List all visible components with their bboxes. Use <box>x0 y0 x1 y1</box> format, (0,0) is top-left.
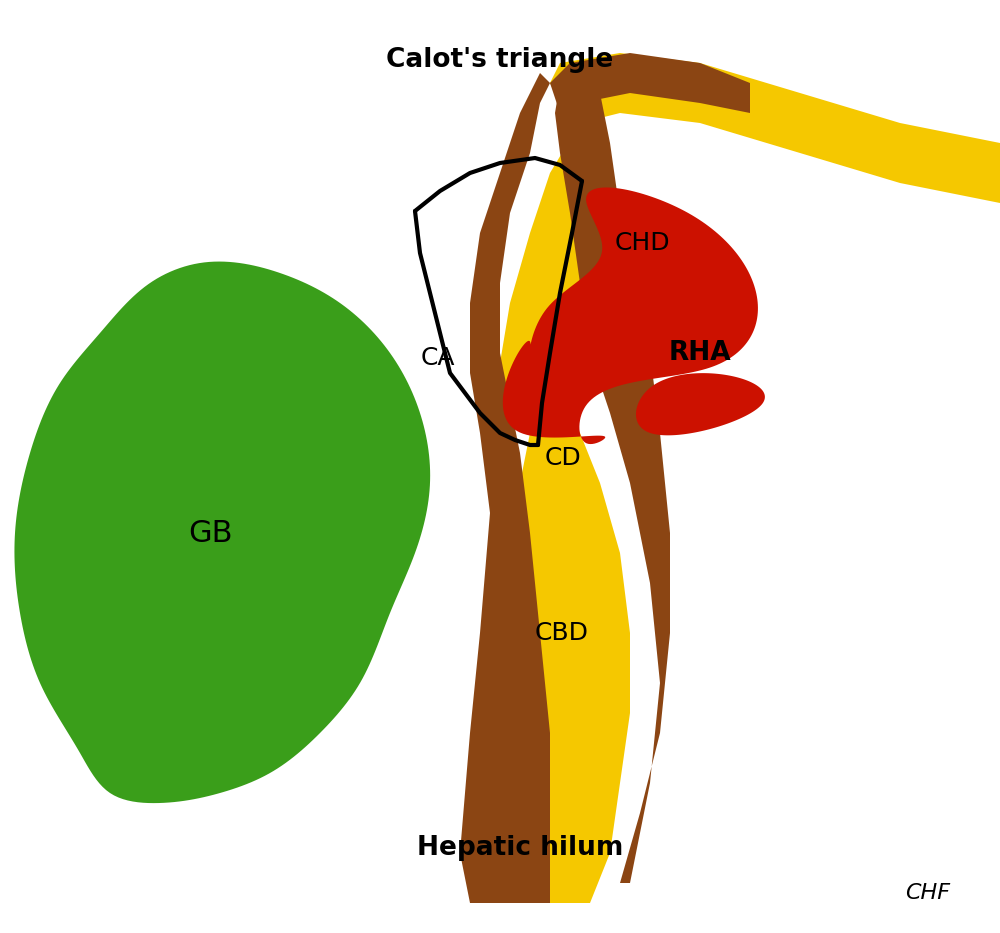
Polygon shape <box>636 373 765 436</box>
Text: CD: CD <box>545 446 582 470</box>
Polygon shape <box>555 73 670 883</box>
Text: CBD: CBD <box>535 621 589 645</box>
Polygon shape <box>460 413 630 903</box>
Text: GB: GB <box>188 519 232 548</box>
Text: Calot's triangle: Calot's triangle <box>386 47 614 73</box>
Text: Hepatic hilum: Hepatic hilum <box>417 835 623 861</box>
Text: RHA: RHA <box>669 340 731 366</box>
Polygon shape <box>503 188 758 444</box>
Polygon shape <box>550 53 750 113</box>
Polygon shape <box>500 53 1000 433</box>
Text: CHF: CHF <box>905 883 950 903</box>
Text: CA: CA <box>420 346 455 370</box>
Text: CHD: CHD <box>615 231 671 255</box>
Polygon shape <box>14 261 430 803</box>
Polygon shape <box>460 73 550 903</box>
